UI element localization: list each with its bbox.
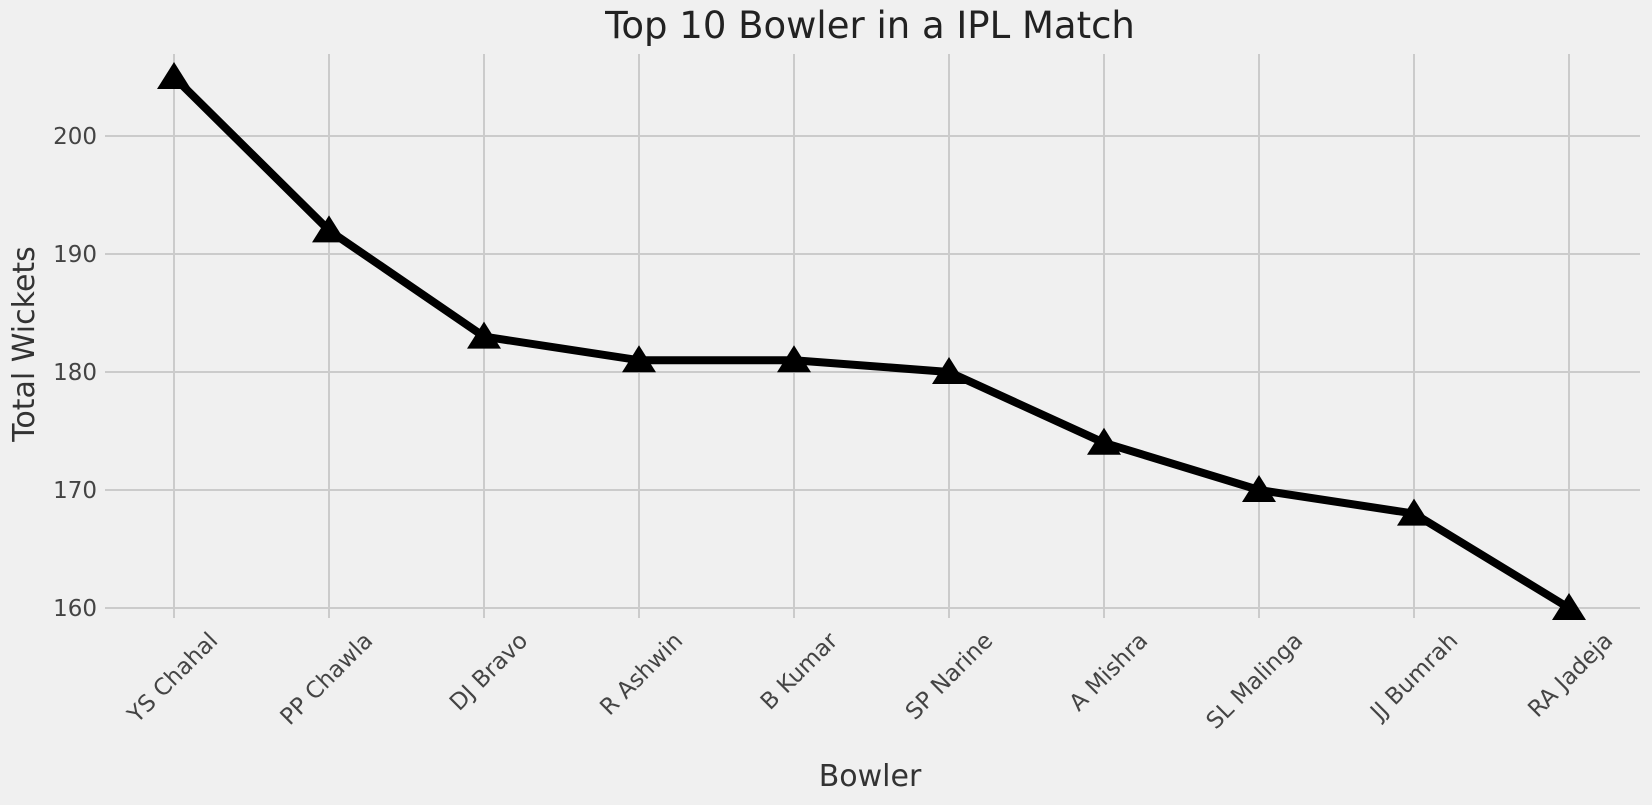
- data-point-marker: [312, 215, 346, 243]
- x-tick-label: JJ Bumrah: [1364, 628, 1463, 727]
- data-point-marker: [932, 357, 966, 384]
- x-tick-label: SL Malinga: [1202, 628, 1309, 735]
- grid: [105, 54, 1640, 618]
- markers: [157, 62, 1586, 620]
- x-tick-label: B Kumar: [756, 627, 844, 715]
- y-axis-label: Total Wickets: [7, 246, 42, 443]
- x-tick-label: YS Chahal: [122, 628, 223, 729]
- y-tick-label: 180: [53, 360, 97, 386]
- series: [170, 73, 1573, 612]
- x-tick-labels: YS Chahal PP Chawla DJ Bravo R Ashwin B Kuma…: [122, 627, 1618, 734]
- x-tick-label: R Ashwin: [595, 628, 688, 721]
- x-tick-label: A Mishra: [1065, 628, 1154, 717]
- chart-title: Top 10 Bowler in a IPL Match: [604, 4, 1135, 47]
- data-point-marker: [1552, 593, 1586, 620]
- y-tick-label: 190: [53, 242, 97, 268]
- x-axis-label: Bowler: [819, 759, 922, 794]
- y-tick-labels: 160 170 180 190 200: [53, 124, 97, 622]
- y-tick-label: 170: [53, 478, 97, 504]
- x-tick-label: DJ Bravo: [445, 628, 533, 716]
- y-tick-label: 160: [53, 596, 97, 622]
- x-tick-label: RA Jadeja: [1523, 628, 1618, 723]
- y-tick-label: 200: [53, 124, 97, 150]
- data-point-marker: [1242, 475, 1276, 502]
- data-point-marker: [622, 345, 656, 373]
- series-line: [170, 73, 1573, 612]
- data-point-marker: [777, 345, 811, 373]
- x-tick-label: PP Chawla: [276, 628, 379, 731]
- data-point-marker: [157, 62, 191, 89]
- data-point-marker: [1087, 427, 1121, 455]
- data-point-marker: [467, 321, 501, 349]
- x-tick-label: SP Narine: [901, 628, 998, 725]
- data-point-marker: [1397, 498, 1431, 526]
